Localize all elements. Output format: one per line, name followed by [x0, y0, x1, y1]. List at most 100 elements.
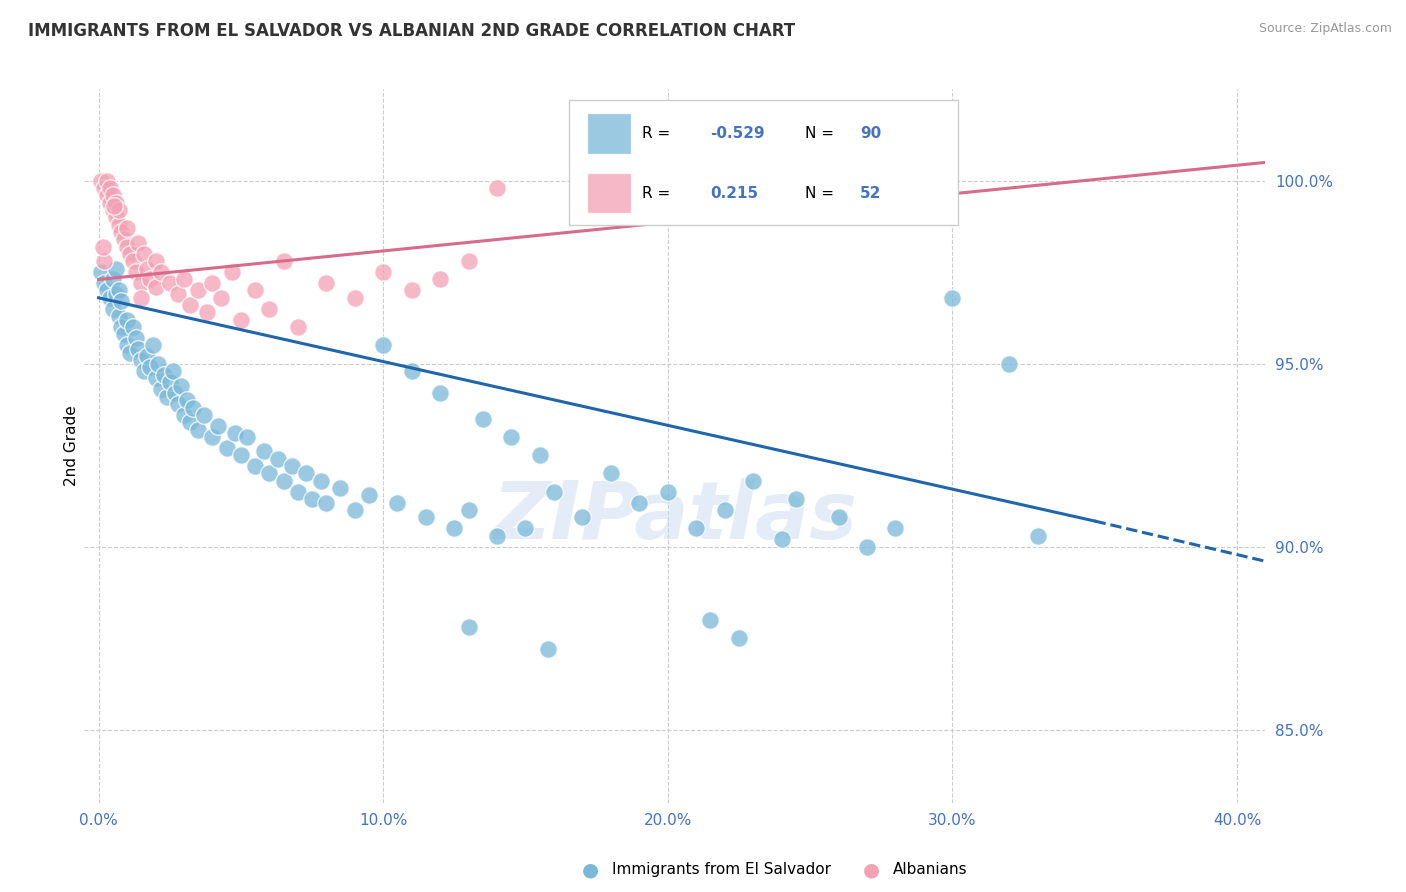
Point — [121, 320, 143, 334]
Point — [329, 481, 352, 495]
Point — [287, 320, 309, 334]
Point — [142, 338, 165, 352]
Point — [195, 305, 218, 319]
Point — [713, 503, 735, 517]
Point — [207, 418, 229, 433]
Text: R =: R = — [641, 127, 675, 141]
Point — [457, 254, 479, 268]
Point — [129, 353, 152, 368]
Point — [98, 181, 121, 195]
Point — [357, 488, 380, 502]
Point — [167, 397, 190, 411]
Point — [110, 225, 132, 239]
Point — [501, 430, 523, 444]
Point — [827, 510, 849, 524]
Text: IMMIGRANTS FROM EL SALVADOR VS ALBANIAN 2ND GRADE CORRELATION CHART: IMMIGRANTS FROM EL SALVADOR VS ALBANIAN … — [28, 22, 796, 40]
Point — [571, 510, 593, 524]
Text: 0.215: 0.215 — [710, 186, 758, 201]
Point — [401, 364, 423, 378]
Point — [485, 181, 508, 195]
Point — [373, 265, 395, 279]
Point — [107, 309, 129, 323]
Point — [785, 491, 807, 506]
Text: R =: R = — [641, 186, 675, 201]
Point — [457, 503, 479, 517]
Text: N =: N = — [804, 186, 834, 201]
Point — [104, 287, 127, 301]
Text: Albanians: Albanians — [893, 863, 967, 877]
Point — [315, 496, 337, 510]
Point — [201, 276, 224, 290]
Point — [193, 408, 215, 422]
Y-axis label: 2nd Grade: 2nd Grade — [63, 406, 79, 486]
Point — [112, 232, 135, 246]
Point — [159, 276, 181, 290]
Point — [156, 390, 179, 404]
Point — [134, 247, 156, 261]
Point — [1026, 529, 1049, 543]
Point — [253, 444, 276, 458]
Point — [145, 371, 167, 385]
Point — [243, 459, 266, 474]
Point — [301, 491, 323, 506]
Point — [96, 284, 118, 298]
Point — [101, 188, 124, 202]
Point — [118, 247, 141, 261]
Point — [941, 291, 963, 305]
Point — [221, 265, 243, 279]
Point — [599, 467, 621, 481]
Point — [429, 272, 451, 286]
Point — [742, 474, 765, 488]
Point — [529, 448, 551, 462]
Point — [104, 195, 127, 210]
Point — [145, 254, 167, 268]
Point — [315, 276, 337, 290]
Point — [112, 327, 135, 342]
Point — [96, 188, 118, 202]
Point — [98, 195, 121, 210]
Point — [273, 474, 295, 488]
Point — [273, 254, 295, 268]
Point — [115, 312, 138, 326]
Point — [243, 284, 266, 298]
Point — [107, 202, 129, 217]
Point — [543, 484, 565, 499]
Point — [129, 276, 152, 290]
Point — [127, 342, 149, 356]
Point — [104, 211, 127, 225]
Point — [165, 386, 187, 401]
Point — [856, 540, 879, 554]
Point — [127, 235, 149, 250]
Point — [139, 272, 162, 286]
Point — [101, 272, 124, 286]
Point — [295, 467, 318, 481]
Point — [167, 287, 190, 301]
Point — [471, 411, 494, 425]
Point — [728, 631, 751, 645]
Point — [124, 265, 146, 279]
Point — [515, 521, 537, 535]
Point — [176, 393, 198, 408]
Point — [110, 320, 132, 334]
Text: ZIPatlas: ZIPatlas — [492, 478, 858, 557]
Point — [179, 415, 201, 429]
Point — [628, 496, 651, 510]
Point — [90, 174, 112, 188]
Point — [181, 401, 204, 415]
Point — [136, 261, 159, 276]
Text: -0.529: -0.529 — [710, 127, 765, 141]
Point — [90, 265, 112, 279]
Point — [215, 441, 238, 455]
Point — [118, 345, 141, 359]
Point — [110, 294, 132, 309]
Point — [235, 430, 257, 444]
Point — [107, 284, 129, 298]
Point — [537, 642, 560, 657]
Point — [153, 368, 176, 382]
Point — [457, 620, 479, 634]
Text: N =: N = — [804, 127, 834, 141]
Point — [115, 239, 138, 253]
Point — [139, 360, 162, 375]
Point — [148, 357, 170, 371]
Point — [209, 291, 232, 305]
